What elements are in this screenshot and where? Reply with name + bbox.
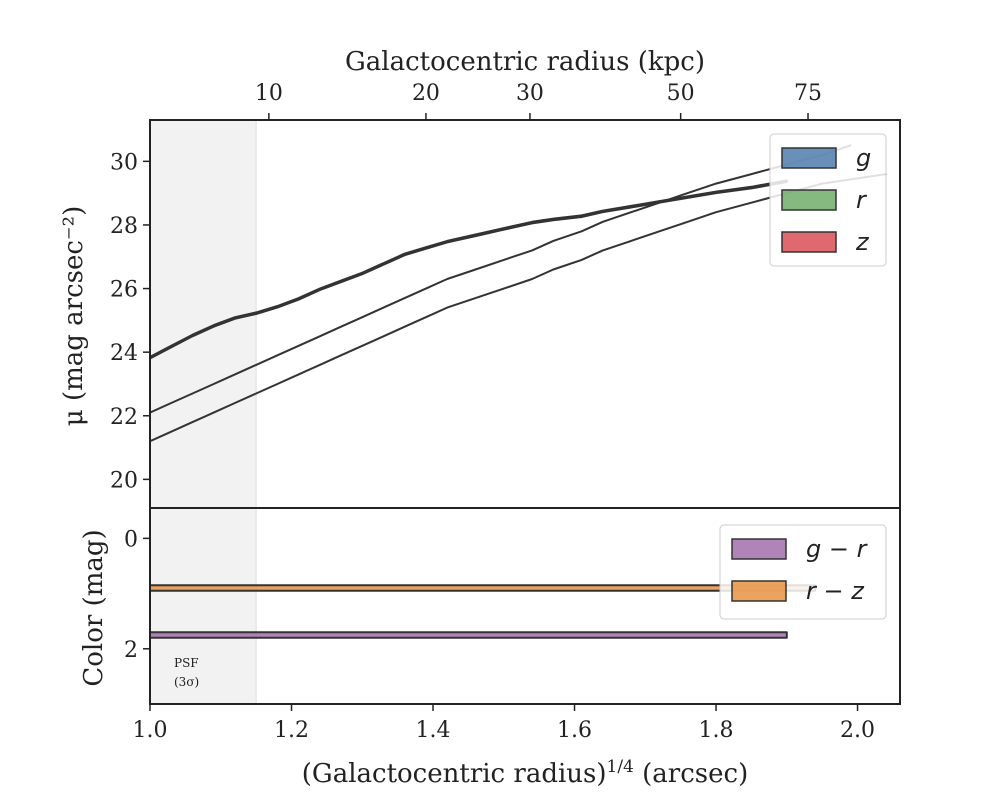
bottom-frame <box>149 507 901 705</box>
top-legend-label-1: r <box>856 186 868 214</box>
top-xtick-label-3: 50 <box>667 81 695 106</box>
top-xtick-label-2: 30 <box>516 81 544 106</box>
top-ytick-label-3: 26 <box>110 278 138 303</box>
xtick-label-3: 1.6 <box>557 718 592 743</box>
bottom-legend: g − r r − z <box>719 524 887 620</box>
top-axis-title: Galactocentric radius (kpc) <box>345 47 705 77</box>
bottom-y-axis-title: Color (mag) <box>79 529 109 686</box>
top-legend-label-0: g <box>856 144 871 172</box>
top-legend-label-2: z <box>855 228 870 256</box>
top-legend-swatch-0 <box>781 147 837 169</box>
top-y-axis-title: μ (mag arcsec⁻²) <box>59 206 89 426</box>
bottom-legend-swatch-1 <box>731 580 787 602</box>
top-legend-swatch-1 <box>781 189 837 211</box>
bottom-ytick-label-1: 2 <box>124 638 138 663</box>
xtick-label-5: 2.0 <box>840 718 875 743</box>
top-legend-swatch-2 <box>781 231 837 253</box>
bottom-legend-label-0: g − r <box>806 535 869 563</box>
xtick-label-2: 1.4 <box>416 718 451 743</box>
top-ytick-label-2: 24 <box>110 341 138 366</box>
surface-brightness-panel: 20 22 24 26 28 30 <box>110 119 901 509</box>
top-xtick-label-1: 20 <box>412 81 440 106</box>
bottom-band-1 <box>150 584 817 592</box>
bottom-legend-swatch-0 <box>731 538 787 560</box>
top-ytick-label-5: 30 <box>110 150 138 175</box>
top-psf-region <box>149 119 257 509</box>
top-ytick-label-0: 20 <box>110 468 138 493</box>
axes-text: 1.0 1.2 1.4 1.6 1.8 2.010 20 30 50 75Galactocentr… <box>59 47 887 789</box>
color-profile-panel: 02 <box>124 507 901 705</box>
top-xtick-label-4: 75 <box>794 81 822 106</box>
top-xtick-label-0: 10 <box>255 81 283 106</box>
top-legend: grz <box>769 133 887 267</box>
psf-note-line1: PSF <box>174 656 199 670</box>
x-axis-title: (Galactocentric radius)1/4 (arcsec) <box>302 757 748 789</box>
bottom-ytick-label-0: 0 <box>124 527 138 552</box>
bottom-legend-label-1: r − z <box>806 577 865 605</box>
bottom-psf-region <box>149 507 257 705</box>
xtick-label-0: 1.0 <box>133 718 168 743</box>
bottom-band-0 <box>150 631 788 639</box>
top-ytick-label-4: 28 <box>110 214 138 239</box>
xtick-label-1: 1.2 <box>274 718 309 743</box>
top-ytick-label-1: 22 <box>110 405 138 430</box>
xtick-label-4: 1.8 <box>699 718 734 743</box>
psf-note-line2: (3σ) <box>174 675 199 689</box>
